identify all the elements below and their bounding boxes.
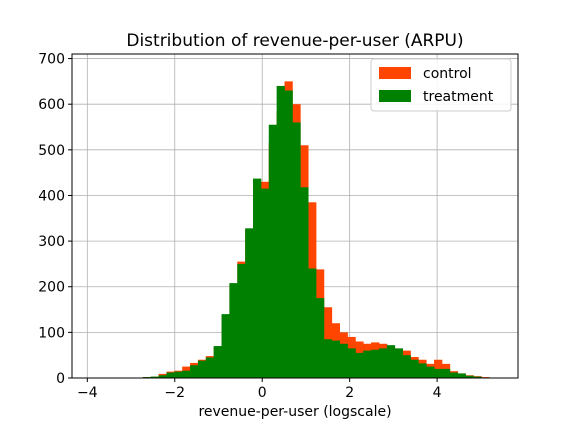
- y-tick-label: 200: [38, 280, 65, 296]
- histogram-bar-treatment: [458, 373, 466, 378]
- y-tick-label: 100: [38, 325, 65, 341]
- histogram-bar-treatment: [395, 348, 403, 378]
- histogram-bar-treatment: [214, 346, 222, 378]
- histogram-bar-treatment: [190, 365, 198, 378]
- histogram-bar-treatment: [363, 351, 371, 378]
- histogram-bar-treatment: [261, 189, 269, 378]
- chart-title: Distribution of revenue-per-user (ARPU): [126, 31, 463, 51]
- legend-label-treatment: treatment: [423, 89, 494, 105]
- histogram-bar-treatment: [253, 179, 261, 378]
- histogram-bar-treatment: [410, 360, 418, 378]
- bars-layer: [127, 81, 497, 378]
- histogram-bar-treatment: [324, 339, 332, 378]
- histogram-bar-treatment: [285, 91, 293, 378]
- x-tick-label: −2: [164, 385, 185, 401]
- histogram-bar-treatment: [379, 348, 387, 378]
- histogram-bar-treatment: [442, 369, 450, 378]
- x-axis-label: revenue-per-user (logscale): [198, 404, 391, 420]
- legend: control treatment: [371, 59, 511, 111]
- histogram-bar-treatment: [308, 268, 316, 378]
- histogram-bar-treatment: [206, 357, 214, 378]
- histogram-bar-treatment: [316, 298, 324, 378]
- series-treatment: [127, 86, 489, 378]
- histogram-bar-treatment: [292, 122, 300, 378]
- histogram-bar-treatment: [340, 344, 348, 378]
- x-tick-label: 2: [345, 385, 354, 401]
- histogram-bar-treatment: [371, 350, 379, 378]
- x-tick-label: 4: [433, 385, 442, 401]
- histogram-bar-treatment: [450, 373, 458, 378]
- histogram-bar-treatment: [387, 345, 395, 378]
- x-tick-label: 0: [258, 385, 267, 401]
- y-tick-label: 700: [38, 52, 65, 68]
- legend-swatch-control: [379, 67, 411, 79]
- y-tick-label: 500: [38, 143, 65, 159]
- y-tick-label: 300: [38, 234, 65, 250]
- histogram-bar-treatment: [237, 264, 245, 378]
- legend-swatch-treatment: [379, 90, 411, 102]
- histogram-bar-treatment: [166, 373, 174, 378]
- histogram-bar-treatment: [174, 372, 182, 378]
- histogram-bar-treatment: [355, 353, 363, 378]
- histogram-bar-treatment: [434, 369, 442, 378]
- legend-label-control: control: [423, 66, 472, 82]
- histogram-bar-treatment: [198, 361, 206, 378]
- y-tick-label: 400: [38, 188, 65, 204]
- histogram-bar-treatment: [182, 371, 190, 378]
- histogram-bar-treatment: [229, 283, 237, 378]
- histogram-bar-treatment: [277, 86, 285, 378]
- histogram-bar-treatment: [347, 348, 355, 378]
- x-tick-label: −4: [77, 385, 98, 401]
- histogram-bar-treatment: [300, 187, 308, 378]
- histogram-bar-treatment: [426, 367, 434, 378]
- histogram-bar-treatment: [418, 363, 426, 378]
- y-tick-label: 600: [38, 97, 65, 113]
- histogram-bar-treatment: [222, 314, 230, 378]
- y-tick-label: 0: [56, 371, 65, 387]
- histogram-bar-treatment: [403, 355, 411, 378]
- histogram-bar-treatment: [332, 341, 340, 378]
- histogram-bar-treatment: [269, 125, 277, 378]
- histogram-bar-treatment: [245, 228, 253, 378]
